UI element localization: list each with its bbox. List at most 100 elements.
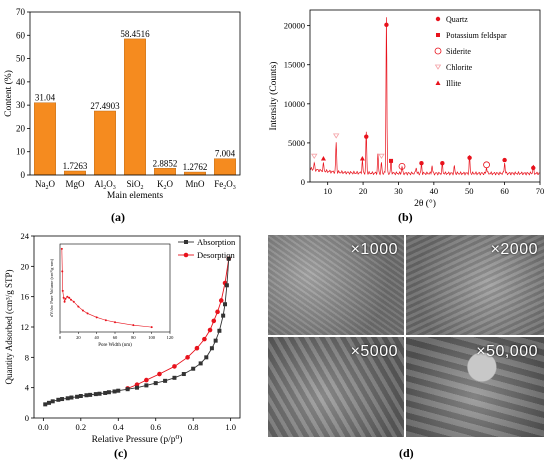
tspan: 2 bbox=[164, 185, 167, 191]
illite-marker bbox=[359, 156, 365, 161]
absorption-point bbox=[65, 396, 70, 401]
x-tick-label: 10 bbox=[323, 186, 332, 196]
plot-frame bbox=[33, 235, 241, 419]
plot-frame bbox=[309, 9, 541, 183]
inset-point bbox=[61, 270, 64, 273]
x-tick-label: Na2O bbox=[35, 179, 56, 191]
desorption-point bbox=[207, 327, 213, 333]
legend-entry: Absorption bbox=[197, 237, 236, 247]
data-label: 27.4903 bbox=[90, 101, 120, 111]
y-tick-label: 8 bbox=[25, 352, 29, 362]
quartz-marker bbox=[440, 161, 445, 166]
y-tick-label: 10 bbox=[16, 147, 26, 157]
inset-x-tick-label: 80 bbox=[131, 335, 136, 340]
tspan: 2 bbox=[103, 185, 106, 191]
bar bbox=[34, 102, 57, 176]
absorption-point bbox=[60, 397, 65, 402]
bar bbox=[63, 170, 86, 176]
inset-point bbox=[150, 326, 153, 329]
sem-image-x1000: ×1000 bbox=[268, 235, 404, 335]
tspan: K bbox=[157, 179, 164, 189]
absorption-point bbox=[226, 256, 231, 261]
absorption-point bbox=[191, 366, 196, 371]
x-tick-label: 0.2 bbox=[76, 422, 87, 432]
inset-x-tick-label: 0 bbox=[59, 335, 62, 340]
inset-point bbox=[81, 309, 84, 312]
y-tick-label: 20000 bbox=[284, 21, 305, 31]
absorption-point bbox=[144, 383, 149, 388]
legend-marker bbox=[184, 240, 188, 244]
desorption-point bbox=[157, 371, 162, 377]
absorption-point bbox=[106, 390, 111, 395]
absorption-point bbox=[116, 388, 121, 393]
absorption-point bbox=[78, 394, 83, 399]
x-tick-label: MnO bbox=[185, 179, 205, 189]
x-tick-label: 0.8 bbox=[188, 422, 199, 432]
x-tick-label: 30 bbox=[394, 186, 403, 196]
bar bbox=[93, 110, 116, 176]
siderite-marker bbox=[398, 162, 406, 170]
data-label: 7.004 bbox=[215, 149, 236, 159]
tspan: SiO bbox=[126, 179, 141, 189]
y-tick-label: 5000 bbox=[288, 138, 305, 148]
tspan: O bbox=[49, 179, 56, 189]
legend-entry: Siderite bbox=[446, 47, 471, 56]
bar bbox=[183, 171, 206, 176]
legend-entry: Desorption bbox=[197, 250, 236, 260]
x-tick-label: Al2O3 bbox=[94, 179, 116, 191]
legend-entry: Potassium feldspar bbox=[446, 31, 507, 40]
y-tick-label: 20 bbox=[16, 123, 26, 133]
quartz-marker bbox=[384, 22, 389, 28]
siderite-marker bbox=[483, 161, 490, 169]
absorption-point bbox=[217, 328, 222, 333]
chlorite-marker bbox=[378, 153, 385, 159]
tspan: O bbox=[167, 179, 174, 189]
x-tick-label: 60 bbox=[500, 186, 509, 196]
desorption-point bbox=[144, 377, 149, 383]
x-tick-label: 0.0 bbox=[38, 422, 49, 432]
absorption-point bbox=[84, 393, 89, 398]
absorption-point bbox=[103, 390, 108, 395]
feldspar-marker bbox=[389, 158, 394, 163]
absorption-point bbox=[163, 378, 168, 383]
inset-point bbox=[70, 298, 72, 301]
desorption-point bbox=[218, 298, 224, 303]
data-label: 1.7263 bbox=[63, 161, 88, 171]
legend-entry: Quartz bbox=[446, 15, 468, 24]
quartz-marker bbox=[467, 155, 472, 160]
desorption-point bbox=[215, 309, 220, 315]
quartz-marker bbox=[502, 157, 507, 163]
absorption-point bbox=[198, 361, 203, 366]
y-tick-label: 15000 bbox=[284, 60, 305, 70]
quartz-marker bbox=[364, 134, 369, 139]
tspan: O bbox=[106, 179, 113, 189]
absorption-point bbox=[56, 397, 61, 402]
y-tick-label: 70 bbox=[16, 7, 26, 17]
sem-image-x5000: ×5000 bbox=[268, 337, 404, 437]
inset-x-tick-label: 60 bbox=[113, 335, 118, 340]
legend-entry: Illite bbox=[446, 79, 462, 88]
magnification-label: ×5000 bbox=[350, 343, 398, 360]
inset-point bbox=[68, 296, 71, 299]
plot-frame bbox=[29, 11, 241, 176]
bar bbox=[153, 168, 176, 176]
x-tick-label: Fe2O3 bbox=[214, 179, 236, 191]
chlorite-marker bbox=[434, 64, 442, 70]
illite-marker bbox=[435, 80, 441, 85]
absorption-point bbox=[75, 394, 80, 399]
inset-x-tick-label: 40 bbox=[94, 335, 99, 340]
y-tick-label: 0 bbox=[21, 170, 26, 180]
absorption-point bbox=[153, 381, 158, 386]
data-label: 58.4516 bbox=[120, 29, 150, 39]
absorption-point bbox=[88, 392, 93, 397]
absorption-point bbox=[50, 399, 55, 404]
x-tick-label: 20 bbox=[359, 186, 368, 196]
absorption-point bbox=[97, 391, 102, 396]
absorption-point bbox=[135, 385, 139, 390]
x-tick-label: 70 bbox=[536, 186, 545, 196]
absorption-point bbox=[43, 402, 48, 407]
absorption-point bbox=[112, 389, 117, 394]
xrd-chart: 0 5000 10000 15000 20000 10 20 30 40 50 60 70 Quartz… bbox=[268, 9, 545, 209]
absorption-point bbox=[69, 395, 74, 400]
